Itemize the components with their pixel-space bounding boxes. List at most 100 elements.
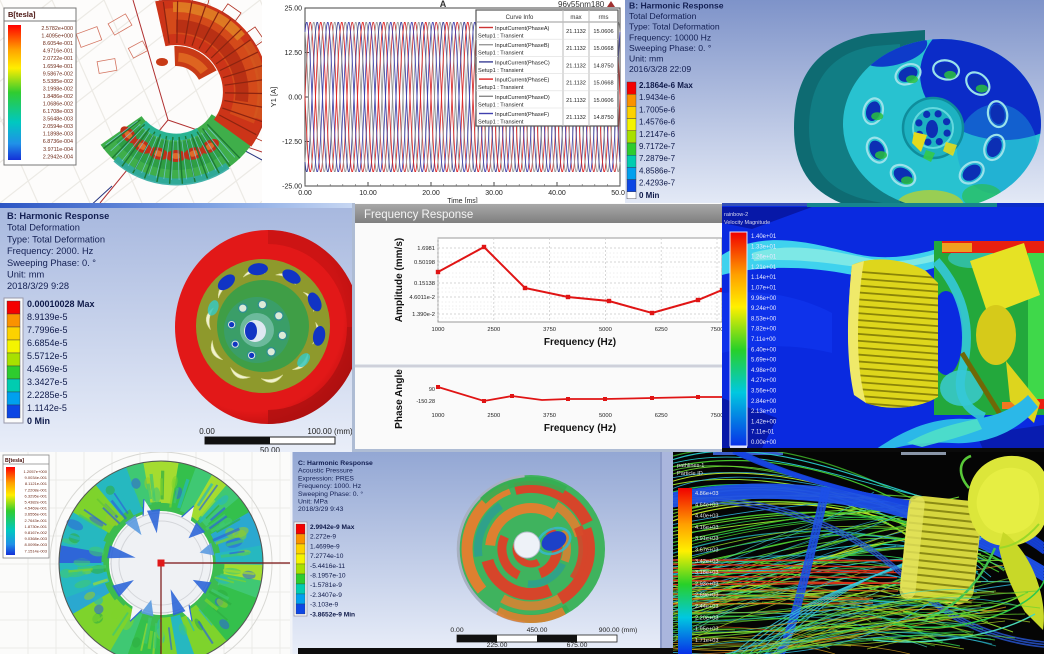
svg-text:21.1132: 21.1132 — [566, 98, 586, 104]
svg-text:1.4699e-9: 1.4699e-9 — [310, 543, 340, 550]
svg-text:7.2208e-001: 7.2208e-001 — [25, 487, 48, 492]
svg-text:3.91e+03: 3.91e+03 — [695, 536, 719, 542]
svg-text:3.6556e-001: 3.6556e-001 — [25, 512, 48, 517]
svg-text:-25.00: -25.00 — [282, 184, 302, 191]
svg-text:9.24e+00: 9.24e+00 — [751, 306, 777, 312]
svg-text:4.98e+00: 4.98e+00 — [751, 368, 777, 374]
svg-text:5.4382e-001: 5.4382e-001 — [25, 500, 48, 505]
svg-text:Time [ms]: Time [ms] — [447, 198, 478, 203]
svg-text:21.1132: 21.1132 — [566, 81, 586, 87]
svg-text:14.8750: 14.8750 — [593, 115, 613, 121]
svg-text:2.2942e-004: 2.2942e-004 — [43, 154, 73, 160]
svg-text:Setup1 : Transient: Setup1 : Transient — [478, 120, 524, 126]
svg-text:7.7996e-5: 7.7996e-5 — [27, 325, 68, 335]
svg-text:2.7643e-001: 2.7643e-001 — [25, 518, 48, 523]
svg-text:A: A — [440, 0, 447, 9]
svg-text:2016/3/28 22:09: 2016/3/28 22:09 — [629, 64, 691, 74]
svg-text:rainbow-2: rainbow-2 — [724, 212, 748, 218]
svg-text:0.00e+00: 0.00e+00 — [751, 440, 777, 446]
svg-text:1.26e+01: 1.26e+01 — [751, 255, 777, 261]
svg-text:1000: 1000 — [432, 327, 445, 333]
svg-text:5000: 5000 — [599, 413, 612, 419]
svg-text:1.6594e-001: 1.6594e-001 — [43, 64, 73, 70]
svg-text:2.2285e-5: 2.2285e-5 — [27, 390, 68, 400]
svg-text:Velocity Magnitude: Velocity Magnitude — [724, 220, 770, 226]
svg-text:InputCurrent(PhaseA): InputCurrent(PhaseA) — [495, 26, 550, 32]
svg-text:InputCurrent(PhaseC): InputCurrent(PhaseC) — [495, 60, 550, 66]
svg-text:3.56e+00: 3.56e+00 — [751, 389, 777, 395]
svg-text:Setup1 : Transient: Setup1 : Transient — [478, 51, 524, 57]
svg-text:8.9139e-5: 8.9139e-5 — [27, 312, 68, 322]
svg-text:4.5469e-001: 4.5469e-001 — [25, 506, 48, 511]
svg-text:Sweeping Phase: 0. °: Sweeping Phase: 0. ° — [629, 43, 711, 53]
svg-text:8.1121e-001: 8.1121e-001 — [25, 481, 48, 486]
svg-text:Type: Total Deformation: Type: Total Deformation — [7, 234, 105, 244]
svg-text:B[tesla]: B[tesla] — [5, 458, 24, 464]
svg-text:1.2147e-6: 1.2147e-6 — [639, 130, 676, 139]
svg-text:675.00: 675.00 — [567, 642, 588, 649]
svg-text:Total Deformation: Total Deformation — [629, 11, 697, 21]
svg-text:1.1142e-5: 1.1142e-5 — [27, 403, 67, 413]
svg-text:2500: 2500 — [487, 327, 500, 333]
svg-text:Frequency: 10000 Hz: Frequency: 10000 Hz — [629, 32, 711, 42]
svg-text:1.8730e-001: 1.8730e-001 — [25, 524, 48, 529]
svg-text:1.95e+03: 1.95e+03 — [695, 627, 719, 633]
svg-text:0 Min: 0 Min — [639, 191, 660, 200]
svg-text:6.40e+00: 6.40e+00 — [751, 347, 777, 353]
svg-text:8.0095e-003: 8.0095e-003 — [25, 542, 48, 547]
svg-text:7.1514e-003: 7.1514e-003 — [25, 548, 48, 553]
svg-text:InputCurrent(PhaseE): InputCurrent(PhaseE) — [495, 78, 550, 84]
svg-text:InputCurrent(PhaseB): InputCurrent(PhaseB) — [495, 43, 550, 49]
svg-text:9.0034e-001: 9.0034e-001 — [25, 475, 48, 480]
svg-text:21.1132: 21.1132 — [566, 115, 586, 121]
svg-text:1.42e+00: 1.42e+00 — [751, 419, 777, 425]
svg-text:0.00: 0.00 — [298, 190, 312, 197]
svg-text:4.27e+00: 4.27e+00 — [751, 378, 777, 384]
svg-text:InputCurrent(PhaseF): InputCurrent(PhaseF) — [495, 112, 549, 118]
svg-text:6.8736e-004: 6.8736e-004 — [43, 139, 73, 145]
svg-text:Frequency: 1000. Hz: Frequency: 1000. Hz — [298, 483, 362, 490]
svg-text:3750: 3750 — [543, 413, 556, 419]
svg-text:6.6854e-5: 6.6854e-5 — [27, 338, 68, 348]
svg-text:10.00: 10.00 — [359, 190, 377, 197]
svg-text:2.4293e-7: 2.4293e-7 — [639, 179, 676, 188]
svg-text:14.8750: 14.8750 — [593, 63, 613, 69]
svg-text:2.84e+00: 2.84e+00 — [751, 399, 777, 405]
svg-text:4.64e+03: 4.64e+03 — [695, 502, 719, 508]
svg-text:5.5712e-5: 5.5712e-5 — [27, 351, 68, 361]
svg-text:1.40e+01: 1.40e+01 — [751, 234, 777, 240]
svg-text:0.00: 0.00 — [199, 427, 215, 436]
svg-text:1.21e+01: 1.21e+01 — [751, 265, 777, 271]
svg-text:3.67e+03: 3.67e+03 — [695, 548, 719, 554]
svg-text:InputCurrent(PhaseD): InputCurrent(PhaseD) — [495, 95, 550, 101]
svg-text:1.14e+01: 1.14e+01 — [751, 275, 777, 281]
svg-text:Frequency Response: Frequency Response — [364, 209, 473, 221]
svg-text:-5.4416e-11: -5.4416e-11 — [310, 563, 345, 570]
svg-text:2.0594e-003: 2.0594e-003 — [43, 124, 73, 130]
svg-text:5.69e+00: 5.69e+00 — [751, 358, 777, 364]
svg-text:Setup1 : Transient: Setup1 : Transient — [478, 85, 524, 91]
svg-text:Frequency (Hz): Frequency (Hz) — [544, 423, 616, 434]
svg-text:2.5782e+000: 2.5782e+000 — [41, 26, 73, 32]
svg-text:6250: 6250 — [655, 327, 668, 333]
svg-text:Particle ID: Particle ID — [677, 471, 703, 477]
svg-text:4.9716e-001: 4.9716e-001 — [43, 49, 73, 55]
svg-text:1.07e+01: 1.07e+01 — [751, 286, 777, 292]
svg-text:Curve Info: Curve Info — [506, 15, 534, 21]
svg-text:3.42e+03: 3.42e+03 — [695, 559, 719, 565]
svg-text:15.0668: 15.0668 — [593, 81, 613, 87]
svg-text:7.11e-01: 7.11e-01 — [751, 430, 775, 436]
svg-text:450.00: 450.00 — [527, 627, 548, 634]
svg-text:15.0668: 15.0668 — [593, 46, 613, 52]
svg-text:1.7005e-6: 1.7005e-6 — [639, 105, 676, 114]
svg-text:5.5385e-002: 5.5385e-002 — [43, 79, 73, 85]
svg-text:B: Harmonic Response: B: Harmonic Response — [7, 211, 109, 221]
svg-text:-2.3407e-9: -2.3407e-9 — [310, 592, 342, 599]
svg-text:15.0606: 15.0606 — [593, 29, 613, 35]
svg-text:0.15138: 0.15138 — [414, 281, 435, 287]
svg-text:-12.50: -12.50 — [282, 139, 302, 146]
svg-text:Unit: MPa: Unit: MPa — [298, 499, 328, 506]
svg-text:Setup1 : Transient: Setup1 : Transient — [478, 34, 524, 40]
svg-text:1.0686e-002: 1.0686e-002 — [43, 102, 73, 108]
svg-text:8.53e+00: 8.53e+00 — [751, 316, 777, 322]
